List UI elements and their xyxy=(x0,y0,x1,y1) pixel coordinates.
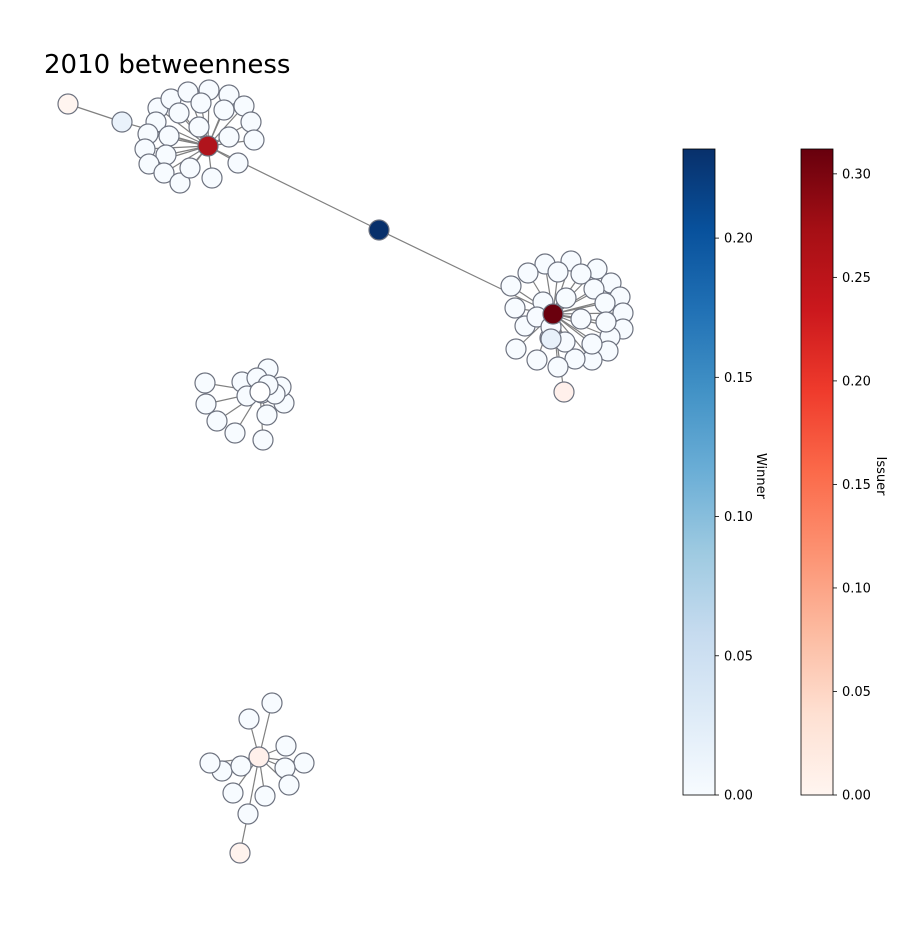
leaf-node xyxy=(261,692,283,714)
network-edge xyxy=(378,229,554,315)
leaf-node xyxy=(504,297,526,319)
leaf-node xyxy=(254,785,276,807)
leaf-node xyxy=(188,116,210,138)
leaf-node xyxy=(256,404,278,426)
leaf-node xyxy=(179,157,201,179)
leaf-node xyxy=(547,261,569,283)
colorbar-tick-label: 0.10 xyxy=(724,510,753,525)
leaf-node xyxy=(169,172,191,194)
colorbar-tick-label: 0.20 xyxy=(842,374,871,389)
leaf-node xyxy=(570,263,592,285)
colorbar-tick-label: 0.30 xyxy=(842,167,871,182)
leaf-node xyxy=(224,422,246,444)
leaf-node xyxy=(595,311,617,333)
leaf-node xyxy=(238,708,260,730)
leaf-node xyxy=(581,333,603,355)
nodes-layer xyxy=(57,79,634,864)
colorbar-issuer xyxy=(800,148,834,796)
leaf-node xyxy=(278,774,300,796)
colorbar-tick-label: 0.15 xyxy=(724,371,753,386)
leaf-node xyxy=(199,752,221,774)
hub-node xyxy=(197,135,219,157)
bridge-node xyxy=(368,219,390,241)
colorbars-layer: 0.00 0.05 0.10 0.15 0.20 Winner 0.00 0.05 0.10 0.… xyxy=(682,148,888,804)
leaf-node xyxy=(594,292,616,314)
leaf-node xyxy=(240,111,262,133)
colorbar-tick-label: 0.00 xyxy=(842,789,871,804)
leaf-node xyxy=(168,102,190,124)
leaf-node xyxy=(553,381,575,403)
leaf-node xyxy=(555,287,577,309)
leaf-node xyxy=(293,752,315,774)
leaf-node xyxy=(57,93,79,115)
hub-node xyxy=(249,381,271,403)
leaf-node xyxy=(206,410,228,432)
leaf-node xyxy=(227,152,249,174)
leaf-node xyxy=(218,126,240,148)
leaf-node xyxy=(190,92,212,114)
leaf-node xyxy=(252,429,274,451)
leaf-node xyxy=(540,328,562,350)
leaf-node xyxy=(111,111,133,133)
leaf-node xyxy=(583,278,605,300)
leaf-node xyxy=(547,356,569,378)
colorbar-tick-label: 0.10 xyxy=(842,581,871,596)
colorbar-winner xyxy=(682,148,716,796)
leaf-node xyxy=(243,129,265,151)
colorbar-tick-label: 0.05 xyxy=(842,685,871,700)
hub-node xyxy=(248,746,270,768)
colorbar-label-issuer: Issuer xyxy=(873,457,888,497)
leaf-node xyxy=(195,393,217,415)
leaf-node xyxy=(570,308,592,330)
colorbar-tick-label: 0.15 xyxy=(842,478,871,493)
chart-title: 2010 betweenness xyxy=(44,50,291,80)
leaf-node xyxy=(229,842,251,864)
leaf-node xyxy=(201,167,223,189)
leaf-node xyxy=(222,782,244,804)
leaf-node xyxy=(237,803,259,825)
leaf-node xyxy=(517,262,539,284)
edges-layer xyxy=(67,89,624,854)
leaf-node xyxy=(275,735,297,757)
hub-node xyxy=(542,303,564,325)
leaf-node xyxy=(526,349,548,371)
colorbar-tick-label: 0.05 xyxy=(724,649,753,664)
colorbar-tick-label: 0.20 xyxy=(724,232,753,247)
leaf-node xyxy=(158,125,180,147)
leaf-node xyxy=(505,338,527,360)
leaf-node xyxy=(564,348,586,370)
leaf-node xyxy=(153,162,175,184)
leaf-node xyxy=(500,275,522,297)
colorbar-tick-label: 0.25 xyxy=(842,271,871,286)
colorbar-tick-label: 0.00 xyxy=(724,789,753,804)
leaf-node xyxy=(230,755,252,777)
colorbar-label-winner: Winner xyxy=(753,453,768,500)
leaf-node xyxy=(194,372,216,394)
leaf-node xyxy=(213,99,235,121)
